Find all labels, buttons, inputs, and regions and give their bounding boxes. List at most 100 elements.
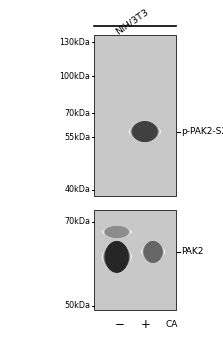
Text: 50kDa: 50kDa xyxy=(64,301,90,310)
Ellipse shape xyxy=(103,228,131,236)
Ellipse shape xyxy=(129,125,160,139)
Ellipse shape xyxy=(103,245,131,268)
Ellipse shape xyxy=(102,246,131,268)
Ellipse shape xyxy=(130,124,159,139)
Ellipse shape xyxy=(103,228,130,237)
Ellipse shape xyxy=(142,244,164,260)
Ellipse shape xyxy=(102,247,132,266)
Ellipse shape xyxy=(142,245,165,259)
Ellipse shape xyxy=(132,121,157,142)
Text: NIH/3T3: NIH/3T3 xyxy=(114,7,151,36)
Text: 40kDa: 40kDa xyxy=(64,185,90,194)
Ellipse shape xyxy=(142,244,164,260)
Ellipse shape xyxy=(103,245,130,269)
Ellipse shape xyxy=(131,122,158,141)
Ellipse shape xyxy=(130,124,160,139)
Ellipse shape xyxy=(142,245,164,259)
Ellipse shape xyxy=(103,246,131,268)
Ellipse shape xyxy=(104,227,130,237)
Ellipse shape xyxy=(103,228,131,236)
Text: 130kDa: 130kDa xyxy=(60,38,90,47)
Ellipse shape xyxy=(143,243,163,261)
Ellipse shape xyxy=(104,243,129,271)
Ellipse shape xyxy=(105,242,129,272)
Ellipse shape xyxy=(103,227,130,237)
Bar xyxy=(94,35,176,196)
Ellipse shape xyxy=(144,241,162,262)
Ellipse shape xyxy=(104,227,129,237)
Text: CA: CA xyxy=(165,320,178,329)
Ellipse shape xyxy=(131,122,158,141)
Ellipse shape xyxy=(102,228,132,236)
Ellipse shape xyxy=(141,245,165,259)
Ellipse shape xyxy=(102,246,131,267)
Ellipse shape xyxy=(143,243,163,261)
Ellipse shape xyxy=(129,125,161,138)
Ellipse shape xyxy=(142,243,164,260)
Ellipse shape xyxy=(132,122,158,141)
Ellipse shape xyxy=(104,244,130,270)
Ellipse shape xyxy=(131,123,159,140)
Ellipse shape xyxy=(104,226,129,237)
Ellipse shape xyxy=(104,243,129,271)
Ellipse shape xyxy=(102,228,132,236)
Ellipse shape xyxy=(103,228,131,236)
Ellipse shape xyxy=(104,243,130,271)
Text: PAK2: PAK2 xyxy=(181,247,203,257)
Ellipse shape xyxy=(105,226,128,238)
Ellipse shape xyxy=(130,125,160,139)
Text: 100kDa: 100kDa xyxy=(60,71,90,80)
Ellipse shape xyxy=(144,241,163,262)
Text: 55kDa: 55kDa xyxy=(64,133,90,142)
Ellipse shape xyxy=(104,243,130,271)
Ellipse shape xyxy=(143,242,163,262)
Ellipse shape xyxy=(131,123,159,140)
Ellipse shape xyxy=(131,123,159,140)
Ellipse shape xyxy=(144,241,163,262)
Ellipse shape xyxy=(142,244,164,260)
Ellipse shape xyxy=(143,243,163,261)
Ellipse shape xyxy=(142,244,164,260)
Ellipse shape xyxy=(103,245,131,268)
Ellipse shape xyxy=(103,244,130,270)
Ellipse shape xyxy=(132,122,158,141)
Ellipse shape xyxy=(131,123,159,140)
Ellipse shape xyxy=(102,228,131,236)
Ellipse shape xyxy=(102,247,132,267)
Ellipse shape xyxy=(143,243,163,261)
Text: 70kDa: 70kDa xyxy=(64,217,90,226)
Ellipse shape xyxy=(141,245,165,259)
Ellipse shape xyxy=(144,241,162,263)
Ellipse shape xyxy=(129,125,160,138)
Ellipse shape xyxy=(105,226,128,238)
Ellipse shape xyxy=(130,124,160,139)
Bar xyxy=(94,210,176,310)
Ellipse shape xyxy=(143,243,163,261)
Ellipse shape xyxy=(105,241,128,273)
Text: −: − xyxy=(114,318,124,331)
Ellipse shape xyxy=(129,125,161,138)
Ellipse shape xyxy=(102,228,131,236)
Ellipse shape xyxy=(132,121,157,142)
Ellipse shape xyxy=(105,226,129,238)
Ellipse shape xyxy=(105,242,129,272)
Ellipse shape xyxy=(105,241,129,272)
Ellipse shape xyxy=(142,245,165,259)
Ellipse shape xyxy=(143,242,163,262)
Ellipse shape xyxy=(132,121,157,142)
Ellipse shape xyxy=(105,226,129,238)
Ellipse shape xyxy=(104,227,130,237)
Ellipse shape xyxy=(105,226,129,238)
Ellipse shape xyxy=(130,124,160,139)
Ellipse shape xyxy=(102,228,132,236)
Text: +: + xyxy=(141,318,151,331)
Ellipse shape xyxy=(103,228,130,237)
Ellipse shape xyxy=(103,227,130,237)
Ellipse shape xyxy=(132,122,158,141)
Ellipse shape xyxy=(130,124,159,140)
Ellipse shape xyxy=(129,125,161,138)
Ellipse shape xyxy=(104,244,130,270)
Text: p-PAK2-S20: p-PAK2-S20 xyxy=(181,127,223,136)
Ellipse shape xyxy=(105,241,128,273)
Text: 70kDa: 70kDa xyxy=(64,108,90,118)
